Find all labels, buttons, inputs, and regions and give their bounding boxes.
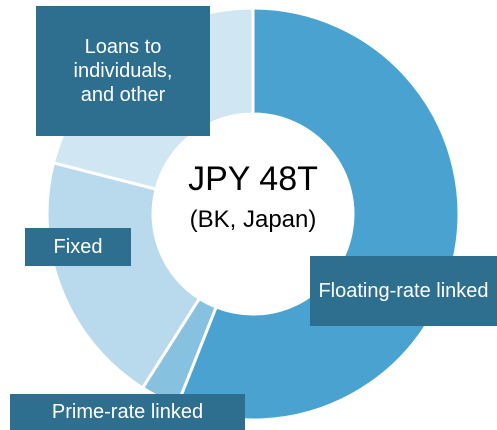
center-title: JPY 48T xyxy=(188,160,318,198)
slice-label: Fixed xyxy=(25,228,131,266)
slice-label: Prime-rate linked xyxy=(10,394,245,430)
slice-label: Loans to individuals, and other xyxy=(36,6,210,136)
center-subtitle: (BK, Japan) xyxy=(189,206,317,233)
donut-slice xyxy=(45,160,202,391)
slice-label: Floating-rate linked xyxy=(310,256,497,326)
